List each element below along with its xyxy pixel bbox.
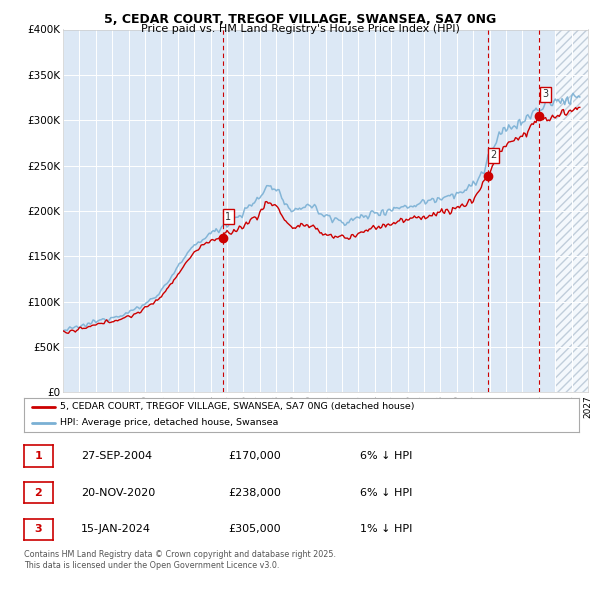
Text: 1: 1 — [35, 451, 42, 461]
Text: 1: 1 — [226, 212, 232, 222]
Text: 15-JAN-2024: 15-JAN-2024 — [81, 525, 151, 534]
Text: 5, CEDAR COURT, TREGOF VILLAGE, SWANSEA, SA7 0NG: 5, CEDAR COURT, TREGOF VILLAGE, SWANSEA,… — [104, 13, 496, 26]
Text: Price paid vs. HM Land Registry's House Price Index (HPI): Price paid vs. HM Land Registry's House … — [140, 24, 460, 34]
Text: 2: 2 — [35, 488, 42, 497]
Text: 1% ↓ HPI: 1% ↓ HPI — [360, 525, 412, 534]
Text: 27-SEP-2004: 27-SEP-2004 — [81, 451, 152, 461]
Text: 6% ↓ HPI: 6% ↓ HPI — [360, 488, 412, 497]
Text: £170,000: £170,000 — [228, 451, 281, 461]
Text: 3: 3 — [542, 89, 548, 99]
Text: 6% ↓ HPI: 6% ↓ HPI — [360, 451, 412, 461]
Bar — [555, 30, 588, 392]
Text: 2: 2 — [490, 150, 497, 160]
Text: £305,000: £305,000 — [228, 525, 281, 534]
Text: 20-NOV-2020: 20-NOV-2020 — [81, 488, 155, 497]
Text: HPI: Average price, detached house, Swansea: HPI: Average price, detached house, Swan… — [60, 418, 278, 427]
Text: 3: 3 — [35, 525, 42, 534]
Text: Contains HM Land Registry data © Crown copyright and database right 2025.
This d: Contains HM Land Registry data © Crown c… — [24, 550, 336, 570]
Text: 5, CEDAR COURT, TREGOF VILLAGE, SWANSEA, SA7 0NG (detached house): 5, CEDAR COURT, TREGOF VILLAGE, SWANSEA,… — [60, 402, 415, 411]
Bar — [555, 30, 588, 392]
Text: £238,000: £238,000 — [228, 488, 281, 497]
